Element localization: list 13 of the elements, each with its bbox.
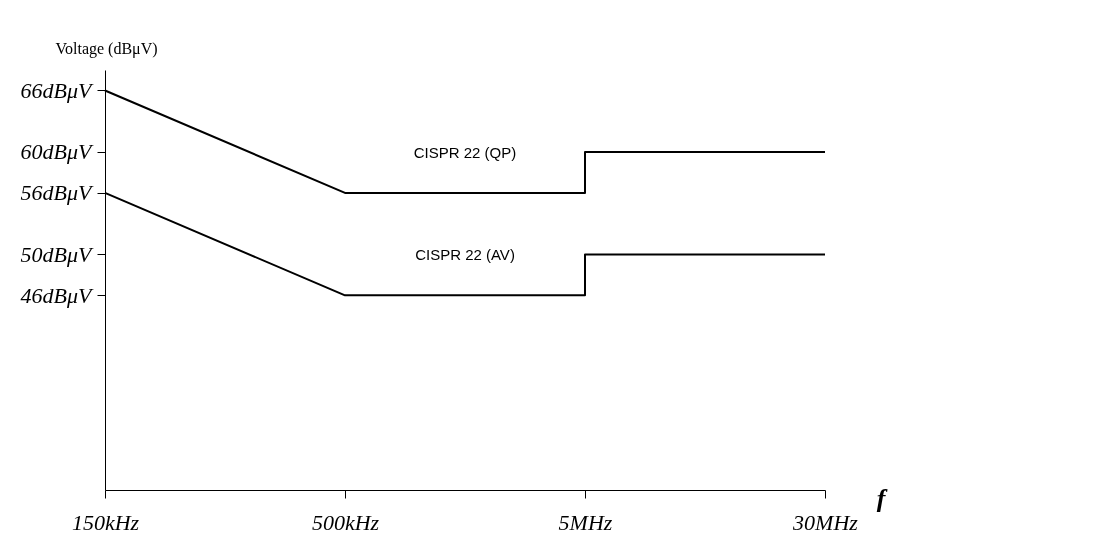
x-axis-title: f [876, 483, 888, 513]
text: CISPR 22 (AV) [415, 246, 515, 264]
y-tick-label: 60dBμV [20, 139, 95, 165]
x-tick-label: 5MHz [558, 509, 613, 535]
y-tick-label: 50dBμV [20, 241, 95, 267]
text: CISPR 22 (QP) [413, 143, 517, 161]
x-tick-label: 500kHz [311, 509, 380, 535]
x-tick-label: 30MHz [792, 509, 859, 535]
x-tick-label: 150kHz [71, 509, 140, 535]
y-axis-title: Voltage (dBμV) [55, 39, 158, 58]
y-tick-label: 56dBμV [20, 180, 95, 206]
y-tick-label: 66dBμV [20, 77, 95, 103]
y-tick-label: 46dBμV [20, 282, 95, 308]
